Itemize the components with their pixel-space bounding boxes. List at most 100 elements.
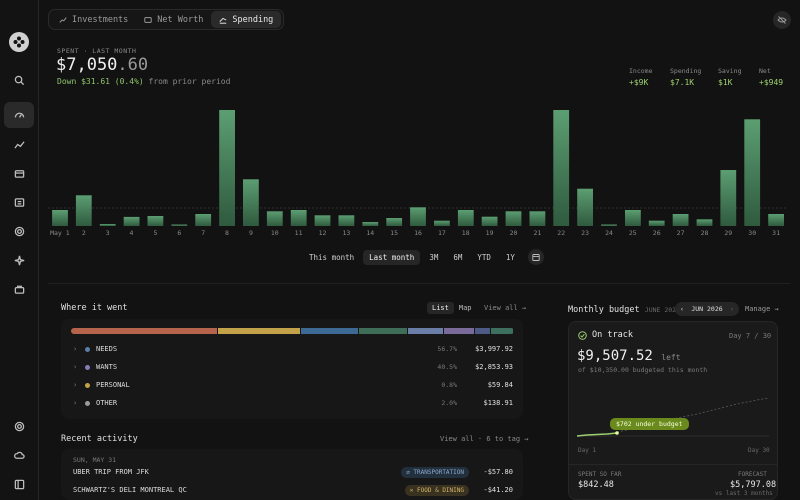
bar-27[interactable] [672, 214, 689, 226]
bar-14[interactable] [362, 222, 379, 226]
category-tag[interactable]: ✕ FOOD & DINING [404, 484, 469, 496]
range-6m[interactable]: 6M [453, 252, 463, 262]
calendar-icon[interactable] [527, 249, 544, 265]
axis-start-label: Day 1 [578, 447, 597, 454]
collapse-sidebar-icon[interactable] [4, 471, 34, 497]
x-tick-label: 7 [201, 229, 205, 237]
x-tick-label: May 1 [50, 229, 70, 237]
bar-16[interactable] [410, 207, 426, 226]
category-segment-5[interactable] [407, 328, 443, 334]
x-tick-label: 9 [249, 229, 253, 237]
bar-21[interactable] [529, 211, 546, 226]
bar-30[interactable] [744, 119, 761, 226]
bar-10[interactable] [266, 211, 283, 226]
budget-manage[interactable]: Manage → [745, 305, 779, 313]
bar-3[interactable] [99, 224, 116, 226]
bar-2[interactable] [75, 195, 92, 226]
range-3m[interactable]: 3M [429, 252, 439, 262]
bar-17[interactable] [434, 220, 450, 226]
bar-31[interactable] [768, 214, 784, 226]
category-segment-3[interactable] [301, 328, 358, 334]
forecast-value: $5,797.08 [730, 480, 777, 490]
bar-1[interactable] [52, 210, 68, 226]
x-tick-label: 29 [724, 229, 732, 237]
activity-view-all[interactable]: View all · 6 to tag → [440, 435, 529, 443]
bar-15[interactable] [386, 218, 403, 226]
bar-7[interactable] [195, 214, 212, 226]
category-segment-4[interactable] [358, 328, 407, 334]
bar-12[interactable] [314, 215, 331, 226]
bar-8[interactable] [219, 110, 235, 226]
category-dot [85, 382, 90, 388]
sparkle-icon[interactable] [4, 247, 34, 273]
category-segment-6[interactable] [443, 328, 475, 334]
where-card [61, 319, 523, 419]
x-tick-label: 10 [271, 229, 279, 237]
range-ytd[interactable]: YTD [477, 252, 491, 262]
x-tick-label: 15 [390, 229, 398, 237]
bar-20[interactable] [505, 211, 522, 226]
tab-investments[interactable]: Investments [51, 11, 136, 28]
x-tick-label: 13 [342, 229, 350, 237]
prev-month-icon[interactable]: ‹ [680, 305, 684, 313]
toggle-list[interactable]: List [427, 302, 454, 314]
bar-5[interactable] [147, 216, 164, 226]
tab-spending[interactable]: Spending [211, 11, 282, 28]
search-icon[interactable] [4, 67, 34, 93]
chart-icon[interactable] [4, 131, 34, 157]
where-view-all[interactable]: View all → [484, 304, 527, 312]
transaction-row[interactable]: UBER TRIP FROM JFK ⇄ TRANSPORTATION -$57… [73, 466, 513, 478]
transaction-row[interactable]: SCHWARTZ'S DELI MONTREAL QC ✕ FOOD & DIN… [73, 484, 513, 496]
x-tick-label: 11 [295, 229, 303, 237]
axis-end-label: Day 30 [748, 447, 770, 454]
toggle-map[interactable]: Map [458, 304, 472, 312]
bar-28[interactable] [696, 219, 713, 226]
wallet-icon[interactable] [4, 160, 34, 186]
bar-23[interactable] [577, 188, 593, 226]
dashboard-icon[interactable] [4, 102, 34, 128]
category-segment-2[interactable] [217, 328, 301, 334]
budget-day: Day 7 / 30 [729, 332, 772, 340]
app-logo[interactable] [9, 32, 29, 52]
category-row-personal[interactable]: › PERSONAL 0.8% $59.84 [73, 381, 513, 389]
bar-26[interactable] [648, 220, 665, 226]
range-1y[interactable]: 1Y [505, 252, 515, 262]
spent-period-label: SPENT · LAST MONTH [57, 47, 137, 55]
target-icon[interactable] [4, 218, 34, 244]
category-tag[interactable]: ⇄ TRANSPORTATION [401, 466, 469, 478]
bar-13[interactable] [338, 215, 355, 226]
receipt-icon[interactable] [4, 189, 34, 215]
hide-values-icon[interactable] [773, 11, 791, 29]
category-row-needs[interactable]: › NEEDS 56.7% $3,997.92 [73, 345, 513, 353]
bar-19[interactable] [481, 216, 498, 226]
bar-24[interactable] [601, 224, 617, 227]
next-month-icon[interactable]: › [730, 305, 734, 313]
spending-icon [219, 17, 227, 24]
category-row-wants[interactable]: › WANTS 40.5% $2,853.93 [73, 363, 513, 371]
category-dot [85, 364, 90, 370]
settings-icon[interactable] [4, 413, 34, 439]
bar-4[interactable] [123, 216, 140, 226]
bar-18[interactable] [457, 210, 474, 226]
x-tick-label: 23 [581, 229, 589, 237]
category-dot [85, 346, 90, 352]
bar-11[interactable] [290, 210, 307, 226]
bar-6[interactable] [171, 224, 188, 227]
range-last-month[interactable]: Last month [363, 249, 421, 265]
range-this-month[interactable]: This month [309, 252, 355, 262]
bar-25[interactable] [625, 210, 641, 226]
bar-22[interactable] [553, 110, 570, 226]
daily-spending-chart: May 1 2 3 4 5 6 7 8 9 10 11 12 13 14 15 16 17 18 19 20 21 22 2… [48, 110, 788, 237]
category-row-other[interactable]: › OTHER 2.0% $138.91 [73, 399, 513, 407]
briefcase-icon[interactable] [4, 276, 34, 302]
category-segment-7[interactable] [475, 328, 491, 334]
tab-net-worth[interactable]: Net Worth [136, 11, 211, 28]
range-selector: This month Last month 3M 6M YTD 1Y [303, 249, 544, 265]
x-tick-label: 5 [153, 229, 157, 237]
bar-9[interactable] [243, 179, 259, 226]
bar-29[interactable] [720, 170, 737, 226]
category-segment-1[interactable] [71, 328, 217, 334]
category-segment-8[interactable] [491, 328, 513, 334]
cloud-sync-icon[interactable] [4, 442, 34, 468]
activity-date: SUN, MAY 31 [73, 456, 117, 464]
